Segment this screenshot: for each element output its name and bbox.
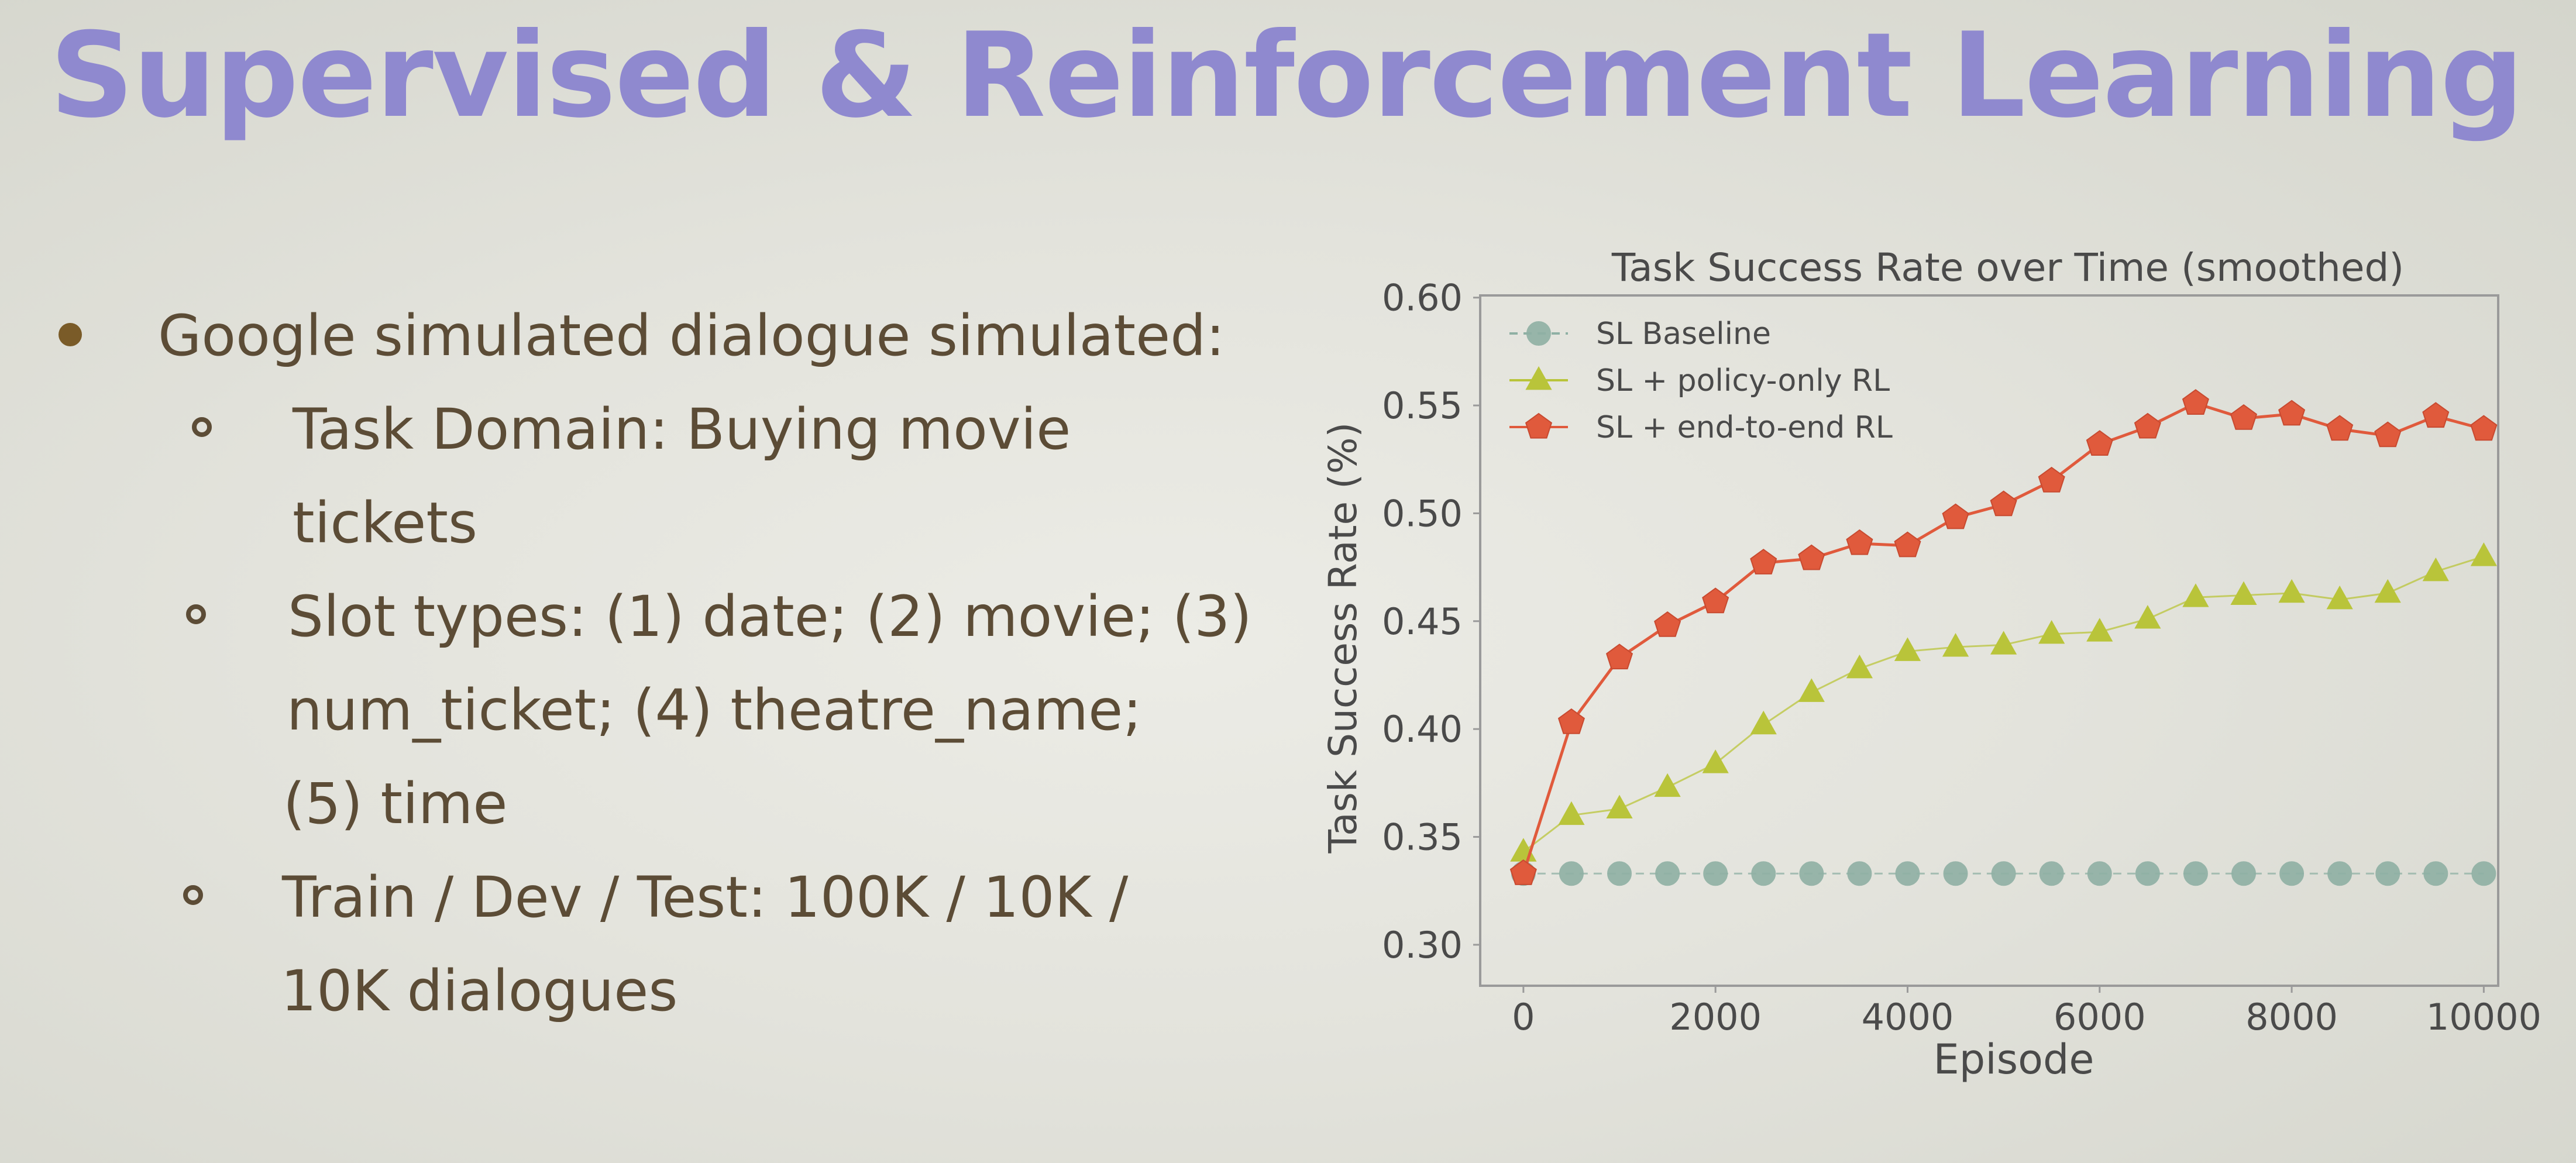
x-tick-label: 10000 (2426, 996, 2541, 1038)
y-tick-label: 0.50 (1382, 492, 1463, 535)
sl-end-to-end-rl-point (1702, 587, 1729, 614)
sl-policy-only-rl-point (1654, 773, 1681, 797)
sl-end-to-end-rl-point (1557, 708, 1585, 734)
sl-baseline-point (1559, 861, 1584, 886)
bullet-main-line: Google simulated dialogue simulated: (158, 303, 1225, 369)
y-tick-label: 0.55 (1382, 384, 1463, 427)
sl-baseline-point (1895, 861, 1920, 886)
x-tick-label: 2000 (1669, 996, 1762, 1038)
sl-baseline-point (1703, 861, 1728, 886)
sl-policy-only-rl-point (1750, 710, 1777, 735)
legend-label: SL + end-to-end RL (1596, 410, 1893, 445)
legend-marker (1526, 321, 1551, 346)
y-tick-label: 0.60 (1382, 277, 1463, 319)
sl-policy-only-rl-point (1702, 749, 1729, 773)
slide-title: Supervised & Reinforcement Learning (50, 8, 2524, 144)
sl-baseline-point (2087, 861, 2112, 886)
sl-baseline-point (2327, 861, 2353, 886)
bullet-dot (59, 323, 82, 346)
sl-policy-only-rl-point (2422, 557, 2449, 582)
sl-baseline-point (2471, 861, 2496, 886)
sub-bullet-circle (186, 604, 206, 624)
sl-policy-only-rl-point (1942, 633, 1969, 657)
sl-baseline-point (1655, 861, 1680, 886)
sl-baseline-point (2375, 861, 2400, 886)
sub-bullet-split-line-2: 10K dialogues (281, 958, 678, 1024)
sub-bullet-circle (192, 417, 212, 437)
sl-end-to-end-rl-point (1605, 644, 1633, 670)
sl-baseline-point (1607, 861, 1632, 886)
sl-end-to-end-rl-point (1509, 859, 1537, 885)
sl-end-to-end-rl-point (2278, 400, 2306, 426)
sl-baseline-point (2423, 861, 2448, 886)
sl-end-to-end-rl-point (2086, 430, 2113, 456)
x-tick-label: 6000 (2054, 996, 2146, 1038)
y-tick-label: 0.35 (1382, 816, 1463, 859)
sub-bullet-circle (183, 885, 203, 905)
sl-policy-only-rl-point (1846, 654, 1873, 679)
sl-policy-only-rl-point (2038, 620, 2065, 644)
sl-baseline-point (2279, 861, 2305, 886)
sl-policy-only-rl-point (2134, 605, 2161, 629)
legend-label: SL Baseline (1596, 316, 1771, 352)
sub-bullet-task-domain-line-2: tickets (293, 490, 477, 556)
sl-end-to-end-rl-point (1894, 531, 1921, 558)
chart-title: Task Success Rate over Time (smoothed) (1611, 245, 2404, 290)
sl-policy-only-rl-point (2182, 583, 2209, 607)
x-tick-label: 4000 (1862, 996, 1954, 1038)
sl-baseline-point (1943, 861, 1968, 886)
sl-end-to-end-rl-point (1990, 490, 2017, 517)
sl-end-to-end-rl-point (1750, 549, 1777, 574)
y-axis-label: Task Success Rate (%) (1320, 422, 1366, 854)
sl-policy-only-rl-point (1558, 801, 1585, 825)
legend-label: SL + policy-only RL (1596, 363, 1890, 398)
sl-end-to-end-rl-point (1942, 503, 1969, 529)
sl-end-to-end-rl-point (2230, 404, 2258, 430)
sl-policy-only-rl-point (2230, 581, 2257, 605)
legend-marker (1525, 412, 1553, 439)
sub-bullet-slot-types-line-1: Slot types: (1) date; (2) movie; (3) (288, 584, 1252, 649)
sl-policy-only-rl-point (2086, 618, 2113, 642)
sl-baseline-point (1847, 861, 1872, 886)
sl-end-to-end-rl-point (1654, 611, 1681, 637)
sl-end-to-end-rl-point (2134, 412, 2161, 439)
x-tick-label: 8000 (2245, 996, 2338, 1038)
sl-end-to-end-rl-point (1846, 529, 1873, 555)
sub-bullet-slot-types-line-2: num_ticket; (4) theatre_name; (287, 677, 1142, 743)
sl-policy-only-rl-point (1990, 631, 2017, 655)
sl-policy-only-rl-point (2374, 579, 2401, 603)
sl-baseline-point (2231, 861, 2256, 886)
sl-policy-only-rl-point (2470, 542, 2497, 566)
sl-end-to-end-rl-point (2038, 466, 2065, 493)
y-tick-label: 0.30 (1382, 924, 1463, 966)
sl-baseline-point (2183, 861, 2208, 886)
sl-baseline-point (1799, 861, 1824, 886)
y-tick-label: 0.40 (1382, 708, 1463, 751)
sl-baseline-point (1991, 861, 2016, 886)
sl-baseline-point (2039, 861, 2064, 886)
sl-policy-only-rl-point (1894, 637, 1921, 661)
sl-end-to-end-rl-point (2326, 415, 2354, 441)
sl-end-to-end-rl-point (2182, 389, 2209, 415)
sl-policy-only-rl-point (2326, 585, 2353, 610)
y-tick-label: 0.45 (1382, 600, 1463, 643)
sl-policy-only-rl-point (1798, 678, 1825, 702)
sl-end-to-end-rl-point (2470, 415, 2498, 441)
x-axis-label: Episode (1934, 1035, 2094, 1083)
sub-bullet-slot-types-line-3: (5) time (283, 771, 508, 837)
sl-baseline-point (1751, 861, 1776, 886)
legend-marker (1525, 366, 1552, 390)
sub-bullet-task-domain-line-1: Task Domain: Buying movie (293, 397, 1071, 462)
sl-baseline-point (2135, 861, 2160, 886)
sl-policy-only-rl-point (2278, 579, 2305, 603)
sl-policy-only-rl-point (1606, 794, 1633, 819)
sl-end-to-end-rl-point (2422, 402, 2450, 428)
x-tick-label: 0 (1512, 996, 1535, 1038)
sl-end-to-end-rl-point (2374, 421, 2402, 448)
sub-bullet-split-line-1: Train / Dev / Test: 100K / 10K / (282, 865, 1129, 930)
sl-end-to-end-rl-point (1798, 544, 1825, 570)
plot-area (1479, 294, 2499, 987)
